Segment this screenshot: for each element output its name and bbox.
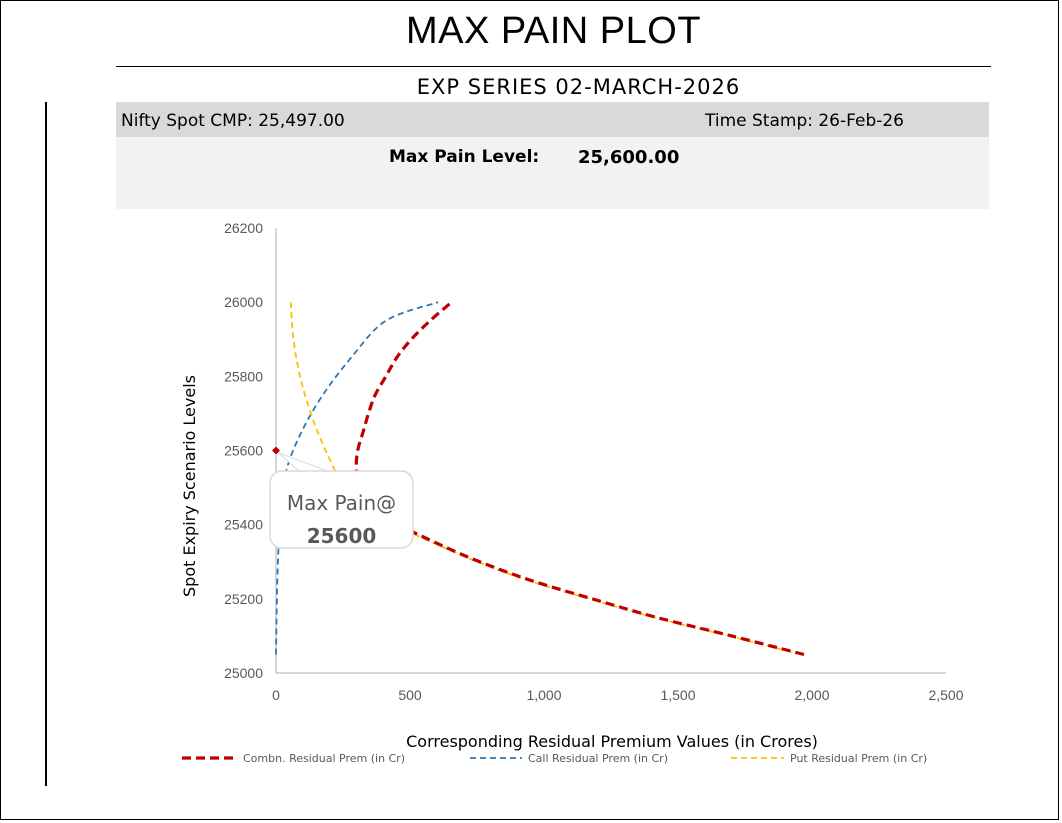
legend-put-label: Put Residual Prem (in Cr) bbox=[790, 752, 927, 765]
max-pain-value: 25,600.00 bbox=[578, 147, 680, 168]
series-line-call bbox=[275, 301, 439, 655]
x-tick-label: 500 bbox=[398, 687, 422, 703]
label-layer: 0 500 1,000 1,500 2,000 2,500 25000 25200 25400 2… bbox=[224, 220, 964, 703]
max-pain-marker bbox=[272, 446, 280, 455]
y-tick-label: 26200 bbox=[224, 220, 263, 236]
legend-combined-label: Combn. Residual Prem (in Cr) bbox=[243, 752, 405, 765]
expiry-series: EXP SERIES 02-MARCH-2026 bbox=[416, 75, 741, 99]
series-line-combined bbox=[354, 301, 805, 657]
x-tick-label: 1,500 bbox=[660, 687, 695, 703]
title-divider bbox=[116, 66, 991, 67]
x-tick-label: 2,000 bbox=[794, 687, 829, 703]
annotation-line1: Max Pain@ bbox=[287, 491, 396, 515]
spot-cmp: Nifty Spot CMP: 25,497.00 bbox=[121, 111, 345, 131]
x-tick-label: 0 bbox=[272, 687, 280, 703]
y-tick-label: 25800 bbox=[224, 368, 263, 384]
legend-call-label: Call Residual Prem (in Cr) bbox=[528, 752, 668, 765]
y-tick-label: 25600 bbox=[224, 443, 263, 459]
y-tick-label: 26000 bbox=[224, 294, 263, 310]
info-bar: Nifty Spot CMP: 25,497.00 Time Stamp: 26… bbox=[116, 102, 989, 137]
x-tick-label: 1,000 bbox=[526, 687, 561, 703]
axes-layer bbox=[275, 228, 946, 674]
y-tick-label: 25000 bbox=[224, 665, 263, 681]
x-tick-label: 2,500 bbox=[928, 687, 963, 703]
y-axis-title: Spot Expiry Scenario Levels bbox=[180, 375, 199, 597]
annotation-line2: 25600 bbox=[307, 524, 377, 548]
page-title: MAX PAIN PLOT bbox=[405, 10, 702, 52]
y-tick-label: 25200 bbox=[224, 591, 263, 607]
x-axis-title: Corresponding Residual Premium Values (i… bbox=[406, 732, 818, 751]
time-stamp: Time Stamp: 26-Feb-26 bbox=[705, 111, 904, 131]
max-pain-box: Max Pain Level: 25,600.00 bbox=[116, 137, 989, 209]
y-tick-label: 25400 bbox=[224, 517, 263, 533]
annotation-box bbox=[269, 470, 414, 549]
left-rule bbox=[45, 102, 47, 786]
legend: Combn. Residual Prem (in Cr) Call Residua… bbox=[182, 752, 927, 765]
max-pain-label: Max Pain Level: bbox=[389, 147, 540, 167]
annotation-layer: Max Pain@ 25600 bbox=[269, 446, 414, 549]
